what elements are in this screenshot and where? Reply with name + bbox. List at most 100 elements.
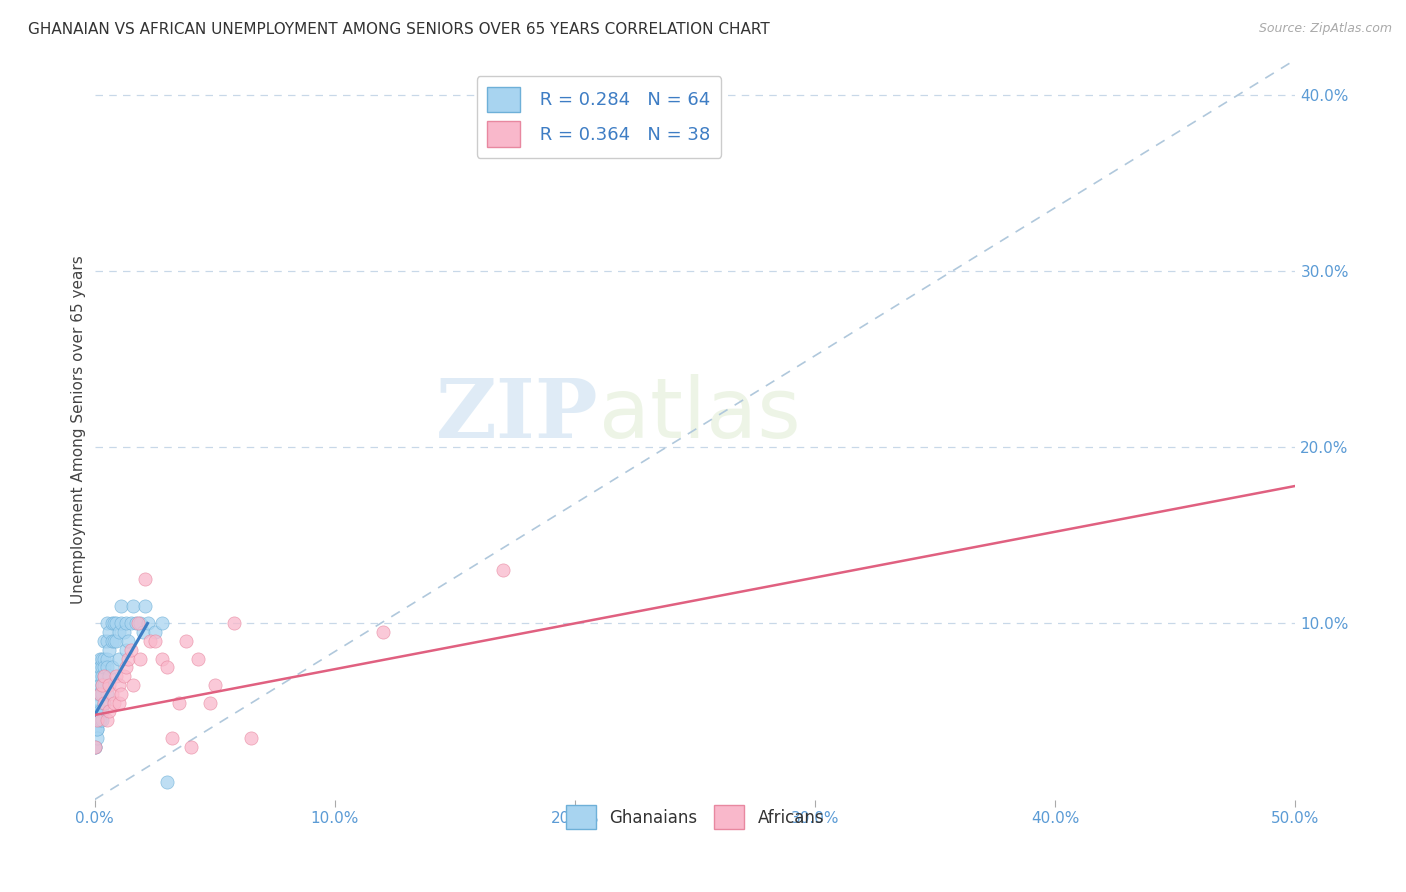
Point (83, 722, 105, 736)
Text: atlas: atlas (599, 375, 801, 455)
Point (150, 651, 173, 665)
Point (187, 651, 209, 665)
Point (107, 696, 129, 710)
Point (180, 739, 202, 754)
Point (112, 669, 135, 683)
Point (90, 651, 112, 665)
Point (150, 616, 173, 631)
Point (129, 651, 152, 665)
Point (139, 634, 162, 648)
Point (86, 687, 108, 701)
Point (90, 660, 112, 674)
Point (103, 696, 125, 710)
Point (98, 678, 121, 692)
Text: Source: ZipAtlas.com: Source: ZipAtlas.com (1258, 22, 1392, 36)
Point (134, 599, 156, 613)
Point (143, 625, 166, 640)
Point (98, 642, 121, 657)
Point (160, 731, 183, 745)
Point (122, 599, 145, 613)
Point (86, 705, 108, 719)
Point (143, 634, 166, 648)
Point (98, 625, 121, 640)
Point (115, 616, 138, 631)
Point (90, 687, 112, 701)
Point (107, 625, 129, 640)
Point (86, 713, 108, 727)
Point (90, 669, 112, 683)
Point (89, 660, 111, 674)
Point (167, 696, 190, 710)
Point (100, 687, 122, 701)
Point (89, 669, 111, 683)
Point (86, 731, 108, 745)
Point (86, 713, 108, 727)
Point (110, 599, 132, 613)
Point (117, 651, 139, 665)
Point (93, 660, 115, 674)
Point (204, 678, 226, 692)
Point (89, 713, 111, 727)
Point (110, 616, 132, 631)
Point (107, 651, 129, 665)
Point (239, 731, 262, 745)
Point (100, 616, 122, 631)
Text: GHANAIAN VS AFRICAN UNEMPLOYMENT AMONG SENIORS OVER 65 YEARS CORRELATION CHART: GHANAIAN VS AFRICAN UNEMPLOYMENT AMONG S… (28, 22, 770, 37)
Point (89, 651, 111, 665)
Point (93, 651, 115, 665)
Point (89, 705, 111, 719)
Point (100, 634, 122, 648)
Y-axis label: Unemployment Among Seniors over 65 years: Unemployment Among Seniors over 65 years (72, 255, 86, 604)
Point (96, 713, 118, 727)
Point (93, 696, 115, 710)
Point (120, 616, 142, 631)
Point (198, 696, 221, 710)
Legend: Ghanaians, Africans: Ghanaians, Africans (560, 798, 831, 836)
Point (124, 616, 146, 631)
Point (96, 634, 118, 648)
Point (117, 634, 139, 648)
Point (86, 696, 108, 710)
Point (96, 651, 118, 665)
Point (129, 616, 152, 631)
Point (86, 722, 108, 736)
Point (103, 616, 125, 631)
Point (371, 625, 394, 640)
Point (105, 634, 128, 648)
Point (93, 678, 115, 692)
Point (122, 678, 145, 692)
Point (105, 616, 128, 631)
Text: ZIP: ZIP (436, 375, 599, 455)
Point (132, 625, 155, 640)
Point (90, 713, 112, 727)
Point (156, 660, 179, 674)
Point (134, 572, 156, 586)
Point (89, 678, 111, 692)
Point (174, 634, 197, 648)
Point (222, 616, 245, 631)
Point (89, 687, 111, 701)
Point (120, 642, 142, 657)
Point (86, 722, 108, 736)
Point (156, 775, 179, 789)
Point (127, 616, 149, 631)
Point (90, 705, 112, 719)
Point (83, 739, 105, 754)
Point (93, 696, 115, 710)
Point (83, 739, 105, 754)
Point (103, 634, 125, 648)
Point (96, 687, 118, 701)
Point (136, 616, 159, 631)
Point (93, 669, 115, 683)
Point (90, 678, 112, 692)
Point (98, 669, 121, 683)
Point (96, 660, 118, 674)
Point (89, 687, 111, 701)
Point (115, 642, 138, 657)
Point (110, 687, 132, 701)
Point (112, 625, 135, 640)
Point (93, 669, 115, 683)
Point (83, 739, 105, 754)
Point (115, 660, 138, 674)
Point (96, 616, 118, 631)
